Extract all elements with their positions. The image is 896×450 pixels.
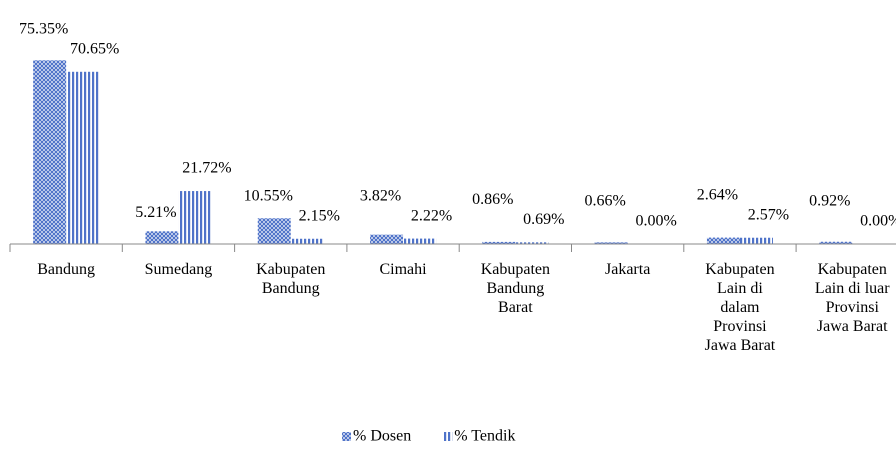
x-tick-label: Jakarta [604,261,651,278]
bar [370,234,404,244]
data-label: 0.92% [809,193,850,210]
x-tick-label: Kabupaten Bandung Barat [480,261,550,316]
data-label: 10.55% [244,187,293,204]
legend-label: % Tendik [454,428,515,445]
bar [819,241,853,244]
data-label: 2.22% [411,207,452,224]
bar [594,242,628,244]
bar [145,231,179,244]
legend-swatch [443,432,453,441]
x-tick-label: Kabupaten Bandung [256,261,326,297]
data-label: 2.64% [697,186,738,203]
x-tick-label: Kabupaten Lain di luar Provinsi Jawa Bar… [814,261,890,335]
bar [739,237,773,244]
data-label: 0.00% [860,213,896,230]
data-label: 21.72% [182,160,231,177]
data-label: 0.66% [584,193,625,210]
x-tick-label: Bandung [37,261,96,278]
bar [290,238,324,244]
data-label: 3.82% [360,187,401,204]
data-label: 0.00% [635,213,676,230]
bar [178,191,212,244]
bar [706,237,740,244]
data-label: 2.15% [299,207,340,224]
data-label: 5.21% [135,204,176,221]
bar [515,242,549,244]
bar [33,60,67,244]
data-label: 0.69% [523,211,564,228]
legend-swatch [342,432,351,441]
legend-label: % Dosen [353,428,411,445]
data-label: 0.86% [472,191,513,208]
x-tick-label: Kabupaten Lain di dalam Provinsi Jawa Ba… [704,261,776,354]
data-label: 2.57% [748,206,789,223]
x-tick-label: Sumedang [144,261,213,278]
data-label: 70.65% [70,40,119,57]
bar [403,238,437,244]
x-tick-label: Cimahi [379,261,427,278]
bar [257,218,291,244]
bar [66,71,100,245]
bar [482,241,516,244]
data-label: 75.35% [19,20,68,37]
